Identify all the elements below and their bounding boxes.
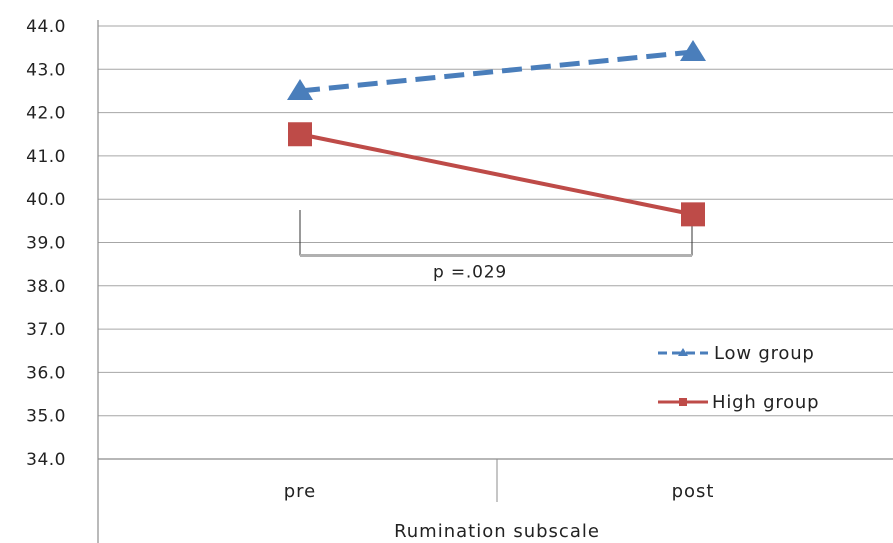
y-tick-label-40.0: 40.0 [26, 190, 66, 210]
series-layer [287, 39, 706, 227]
gridlines [98, 25, 893, 417]
legend-marker-low-group [678, 348, 688, 356]
series-line-low-group [299, 49, 694, 94]
y-tick-label-36.0: 36.0 [26, 363, 66, 383]
data-point-low-group-pre [287, 78, 313, 100]
legend: Low group High group [658, 343, 819, 413]
legend-label-low-group: Low group [714, 343, 815, 364]
y-tick-label-37.0: 37.0 [26, 320, 66, 340]
data-point-low-group-post [680, 39, 706, 61]
legend-label-high-group: High group [712, 392, 819, 413]
legend-marker-high-group [679, 398, 687, 406]
y-tick-label-41.0: 41.0 [26, 147, 66, 167]
data-point-high-group-pre [288, 122, 312, 147]
y-tick-label-34.0: 34.0 [26, 450, 66, 470]
significance-annotation: p =.029 [299, 210, 693, 282]
x-tick-label-post: post [672, 481, 715, 502]
y-tick-label-43.0: 43.0 [26, 60, 66, 80]
p-value-label: p =.029 [433, 262, 507, 282]
y-tick-label-35.0: 35.0 [26, 407, 66, 427]
y-tick-label-42.0: 42.0 [26, 104, 66, 124]
y-tick-label-44.0: 44.0 [26, 17, 66, 37]
x-tick-label-pre: pre [284, 481, 317, 502]
y-tick-labels: 34.0 35.0 36.0 37.0 38.0 39.0 40.0 41.0 42.0 43.0… [26, 17, 66, 470]
y-tick-label-39.0: 39.0 [26, 234, 66, 254]
y-tick-label-38.0: 38.0 [26, 277, 66, 297]
x-axis-title: Rumination subscale [394, 521, 600, 542]
data-point-high-group-post [681, 202, 705, 227]
series-line-high-group [299, 132, 694, 217]
